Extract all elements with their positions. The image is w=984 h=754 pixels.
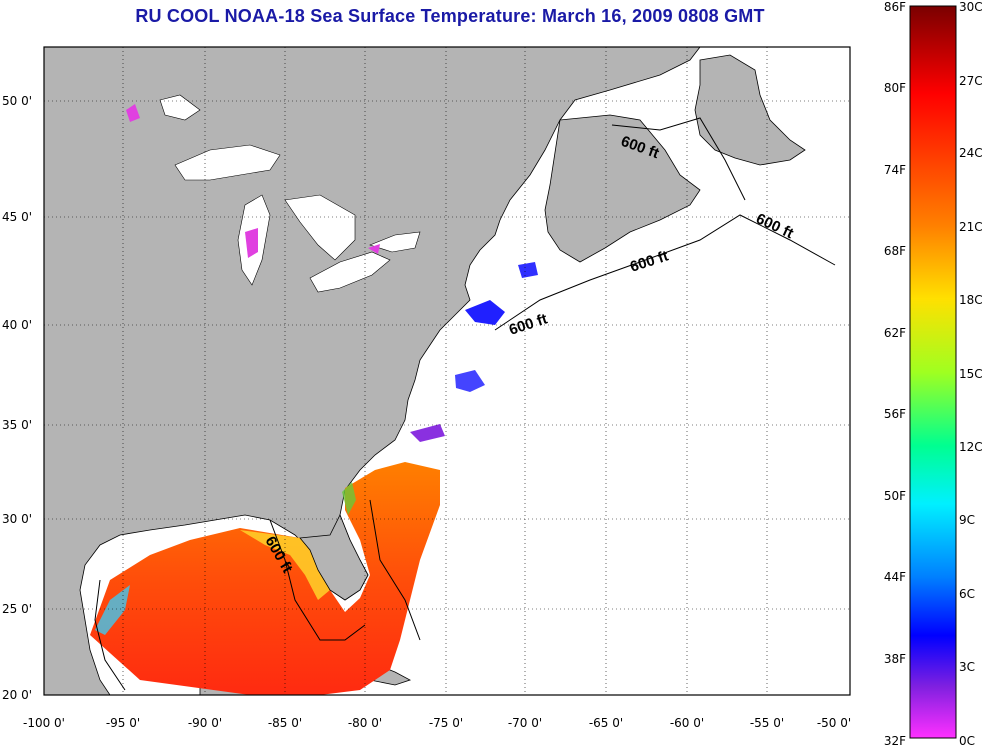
florida-coast-green [342,482,356,515]
lon-label: -90 0' [188,716,222,730]
latitude-labels: 50 0' 45 0' 40 0' 35 0' 30 0' 25 0' 20 0… [2,94,32,702]
fahrenheit-label: 44F [884,570,906,584]
lon-label: -55 0' [750,716,784,730]
map-title: RU COOL NOAA-18 Sea Surface Temperature:… [135,6,765,26]
lat-label: 40 0' [2,318,32,332]
lon-label: -95 0' [106,716,140,730]
celsius-label: 30C [959,0,983,14]
lat-label: 20 0' [2,688,32,702]
celsius-label: 21C [959,220,983,234]
gulf-edge-cyan [95,585,130,635]
celsius-label: 27C [959,74,983,88]
fahrenheit-label: 68F [884,244,906,258]
lon-label: -80 0' [348,716,382,730]
graticule [44,47,850,695]
celsius-label: 9C [959,513,975,527]
lat-label: 30 0' [2,512,32,526]
plot-frame [43,46,851,696]
colorbar-fahrenheit-labels: 86F 80F 74F 68F 62F 56F 50F 44F 38F 32F [884,0,906,748]
lat-label: 45 0' [2,210,32,224]
fahrenheit-label: 62F [884,326,906,340]
longitude-labels: -100 0' -95 0' -90 0' -85 0' -80 0' -75 … [23,716,851,730]
fahrenheit-label: 80F [884,81,906,95]
cold-sst-patches [126,104,538,442]
celsius-label: 0C [959,734,975,748]
colorbar-celsius-labels: 30C 27C 24C 21C 18C 15C 12C 9C 6C 3C 0C [959,0,983,748]
isobath-600ft [94,117,836,691]
land-florida [299,514,369,601]
fahrenheit-label: 56F [884,407,906,421]
lat-label: 35 0' [2,418,32,432]
lon-label: -50 0' [817,716,851,730]
fahrenheit-label: 86F [884,0,906,14]
celsius-label: 15C [959,367,983,381]
lon-label: -85 0' [268,716,302,730]
celsius-label: 6C [959,587,975,601]
lon-label: -65 0' [589,716,623,730]
fahrenheit-label: 74F [884,163,906,177]
land-north-america [44,47,701,695]
fahrenheit-label: 50F [884,489,906,503]
celsius-label: 3C [959,660,975,674]
lon-label: -75 0' [429,716,463,730]
lon-label: -60 0' [670,716,704,730]
celsius-label: 12C [959,440,983,454]
land-maritimes [544,114,701,263]
colorbar [909,5,957,739]
fahrenheit-label: 38F [884,652,906,666]
lon-label: -100 0' [23,716,65,730]
lon-label: -70 0' [508,716,542,730]
land-newfoundland [694,54,806,166]
lat-label: 25 0' [2,602,32,616]
celsius-label: 24C [959,146,983,160]
fahrenheit-label: 32F [884,734,906,748]
celsius-label: 18C [959,293,983,307]
warm-sst-field [90,462,440,695]
lat-label: 50 0' [2,94,32,108]
